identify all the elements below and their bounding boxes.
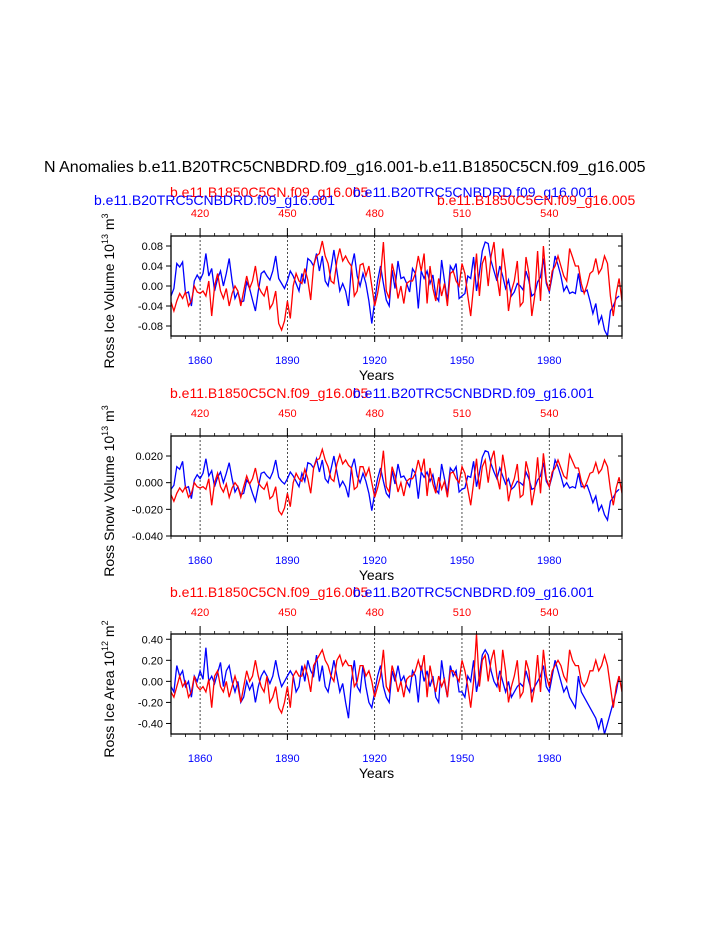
y-axis-title: Ross Ice Area 1012 m2 [100, 620, 117, 757]
x-tick-label: 1950 [450, 555, 474, 567]
x-tick-label: 1980 [537, 355, 561, 367]
y-axis-title-unit: m [101, 410, 117, 426]
y-tick-label: 0.020 [135, 451, 163, 463]
x-axis-title: Years [359, 567, 394, 583]
top-tick-label: 510 [453, 607, 471, 619]
top-tick-label: 540 [540, 408, 558, 420]
top-tick-label: 420 [191, 607, 209, 619]
plot-frame [170, 435, 623, 537]
legend-control: b.e11.B1850C5CN.f09_g16.005 [170, 184, 368, 200]
y-tick-label: -0.20 [138, 697, 163, 709]
chart-panel-1: -0.08 -0.04 0.00 0.04 0.08 1860 1890 1920 1950 19… [94, 184, 635, 383]
page-title: N Anomalies b.e11.B20TRC5CNBDRD.f09_g16.… [44, 159, 646, 176]
legend-historical-left: b.e11.B20TRC5CNBDRD.f09_g16.001 [94, 192, 335, 208]
y-axis-title-unit-exponent: 3 [100, 405, 110, 410]
y-axis-title-main: Ross Snow Volume 10 [101, 436, 117, 577]
x-tick-label: 1860 [188, 753, 212, 765]
top-tick-label: 420 [191, 208, 209, 220]
chart-panels: -0.08 -0.04 0.00 0.04 0.08 1860 1890 1920 1950 19… [94, 184, 635, 781]
y-tick-label: -0.40 [138, 718, 163, 730]
chart-panel-2: -0.040 -0.020 0.000 0.020 1860 1890 1920 1950 19… [100, 385, 623, 583]
x-tick-label: 1890 [275, 753, 299, 765]
y-axis-title-unit-exponent: 3 [100, 213, 110, 218]
top-tick-label: 480 [365, 208, 383, 220]
top-tick-label: 540 [540, 208, 558, 220]
x-tick-label: 1890 [275, 355, 299, 367]
legend-historical: b.e11.B20TRC5CNBDRD.f09_g16.001 [353, 385, 594, 401]
y-axis-title-main: Ross Ice Area 10 [101, 651, 117, 758]
top-tick-label: 420 [191, 408, 209, 420]
x-tick-label: 1980 [537, 555, 561, 567]
top-tick-label: 480 [365, 408, 383, 420]
top-tick-label: 510 [453, 208, 471, 220]
top-tick-label: 510 [453, 408, 471, 420]
y-axis-title-main: Ross Ice Volume 10 [101, 244, 117, 369]
y-axis-title: Ross Snow Volume 1013 m3 [100, 405, 117, 576]
series-line-historical [171, 647, 620, 734]
x-tick-label: 1980 [537, 753, 561, 765]
plot-frame [170, 633, 623, 735]
y-tick-label: -0.040 [132, 531, 163, 543]
legend-control-right: b.e11.B1850C5CN.f09_g16.005 [437, 192, 635, 208]
legend-control: b.e11.B1850C5CN.f09_g16.005 [170, 385, 368, 401]
chart-panel-3: -0.40 -0.20 0.00 0.20 0.40 1860 1890 1920 1950 19… [100, 584, 623, 781]
x-tick-label: 1860 [188, 355, 212, 367]
x-tick-label: 1860 [188, 555, 212, 567]
y-tick-label: 0.000 [135, 478, 163, 490]
y-tick-label: -0.08 [138, 321, 163, 333]
series-line-control [171, 240, 622, 332]
top-tick-label: 450 [278, 208, 296, 220]
legend-historical: b.e11.B20TRC5CNBDRD.f09_g16.001 [353, 184, 594, 200]
x-tick-label: 1890 [275, 555, 299, 567]
legend-historical: b.e11.B20TRC5CNBDRD.f09_g16.001 [353, 584, 594, 600]
top-tick-label: 450 [278, 607, 296, 619]
y-tick-label: 0.00 [142, 281, 163, 293]
series-line-control [171, 446, 622, 517]
x-tick-label: 1950 [450, 753, 474, 765]
y-axis-title-exponent: 13 [100, 234, 110, 244]
y-tick-label: 0.20 [142, 655, 163, 667]
x-tick-label: 1920 [362, 555, 386, 567]
series-line-historical [171, 449, 620, 522]
y-tick-label: -0.020 [132, 504, 163, 516]
x-tick-label: 1950 [450, 355, 474, 367]
y-axis-title: Ross Ice Volume 1013 m3 [100, 213, 117, 368]
y-tick-label: 0.40 [142, 634, 163, 646]
legend-control: b.e11.B1850C5CN.f09_g16.005 [170, 584, 368, 600]
top-tick-label: 450 [278, 408, 296, 420]
y-axis-title-exponent: 12 [100, 641, 110, 651]
y-tick-label: 0.00 [142, 676, 163, 688]
y-axis-title-unit-exponent: 2 [100, 620, 110, 625]
y-axis-title-unit: m [101, 218, 117, 234]
x-axis-title: Years [359, 765, 394, 781]
y-tick-label: 0.04 [142, 261, 163, 273]
y-axis-title-exponent: 13 [100, 426, 110, 436]
x-tick-label: 1920 [362, 355, 386, 367]
x-axis-title: Years [359, 367, 394, 383]
series-line-control [171, 634, 622, 715]
y-axis-title-unit: m [101, 625, 117, 641]
y-tick-label: 0.08 [142, 241, 163, 253]
x-tick-label: 1920 [362, 753, 386, 765]
top-tick-label: 480 [365, 607, 383, 619]
top-tick-label: 540 [540, 607, 558, 619]
y-tick-label: -0.04 [138, 301, 163, 313]
series-line-historical [171, 241, 620, 336]
